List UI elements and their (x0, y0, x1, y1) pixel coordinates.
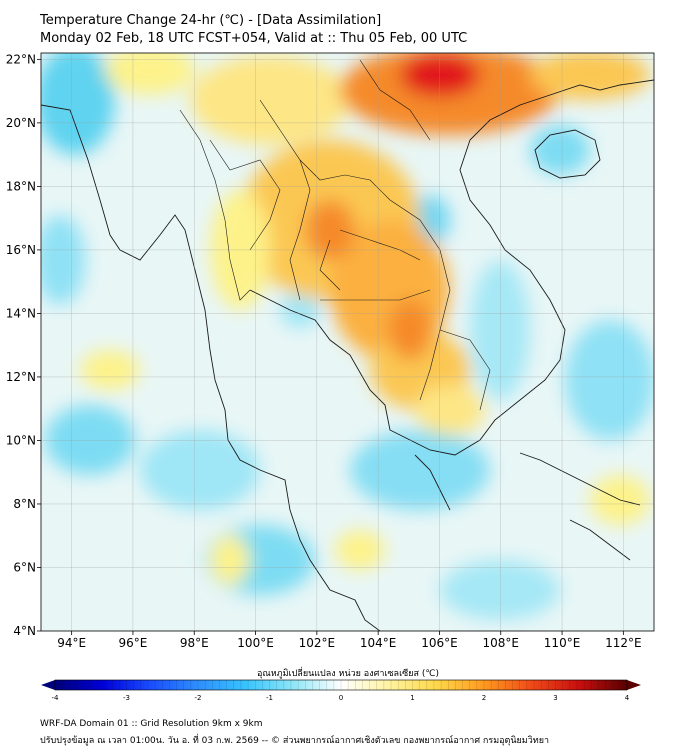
lat-tick-label: 16°N (6, 243, 36, 257)
lat-tick-label: 4°N (13, 624, 36, 638)
map-frame (40, 52, 655, 632)
lon-tick-label: 100°E (237, 636, 274, 650)
colorbar-tick-label: -1 (266, 694, 273, 702)
lat-tick-label: 12°N (6, 370, 36, 384)
lat-tick-label: 18°N (6, 179, 36, 193)
lon-tick-label: 106°E (421, 636, 458, 650)
lon-tick-label: 110°E (544, 636, 581, 650)
map-title: Temperature Change 24-hr (℃) - [Data Ass… (40, 13, 382, 28)
lon-tick-label: 108°E (483, 636, 520, 650)
colorbar-tick-label: -2 (195, 694, 202, 702)
longitude-axis: 94°E 96°E 98°E 100°E 102°E 104°E 106°E 108°E 110… (57, 631, 642, 650)
lat-tick-label: 6°N (13, 560, 36, 574)
latitude-axis: 22°N 20°N 18°N 16°N 14°N 12°N 10°N 8°N 6°N 4°N (6, 52, 41, 638)
colorbar-label: อุณหภูมิเปลี่ยนแปลง หน่วย องศาเซลเซียส (… (257, 666, 439, 679)
lat-tick-label: 22°N (6, 52, 36, 66)
footer-credit: ปรับปรุงข้อมูล ณ เวลา 01:00น. วัน อ. ที่… (40, 736, 550, 746)
colorbar: -4 -3 -2 -1 0 1 2 3 4 (41, 679, 641, 702)
colorbar-tick-label: -3 (123, 694, 130, 702)
lon-tick-label: 98°E (180, 636, 209, 650)
temperature-change-map: 22°N 20°N 18°N 16°N 14°N 12°N 10°N 8°N 6°N 4°N 94… (6, 52, 655, 702)
lat-tick-label: 8°N (13, 497, 36, 511)
lat-tick-label: 14°N (6, 306, 36, 320)
lon-tick-label: 104°E (360, 636, 397, 650)
colorbar-tick-label: 0 (339, 694, 343, 702)
colorbar-gradient (55, 680, 627, 690)
map-subtitle: Monday 02 Feb, 18 UTC FCST+054, Valid at… (40, 31, 468, 46)
country-borders (179, 59, 491, 411)
colorbar-tick-label: 3 (553, 694, 557, 702)
lat-tick-label: 10°N (6, 433, 36, 447)
graticule (41, 53, 654, 631)
colorbar-tick-label: -4 (52, 694, 60, 702)
colorbar-tick-label: 1 (410, 694, 414, 702)
colorbar-outline (54, 679, 628, 691)
colorbar-min-arrow (41, 680, 55, 690)
map-panel (41, 53, 654, 631)
colorbar-max-arrow (627, 680, 641, 690)
lon-tick-label: 96°E (119, 636, 148, 650)
lon-tick-label: 102°E (299, 636, 336, 650)
lon-tick-label: 94°E (57, 636, 86, 650)
lat-tick-label: 20°N (6, 116, 36, 130)
lon-tick-label: 112°E (605, 636, 642, 650)
colorbar-tick-label: 2 (482, 694, 486, 702)
coastlines (41, 79, 654, 631)
temperature-field (41, 53, 654, 620)
footer-model-info: WRF-DA Domain 01 :: Grid Resolution 9km … (40, 719, 263, 729)
colorbar-tick-label: 4 (625, 694, 630, 702)
